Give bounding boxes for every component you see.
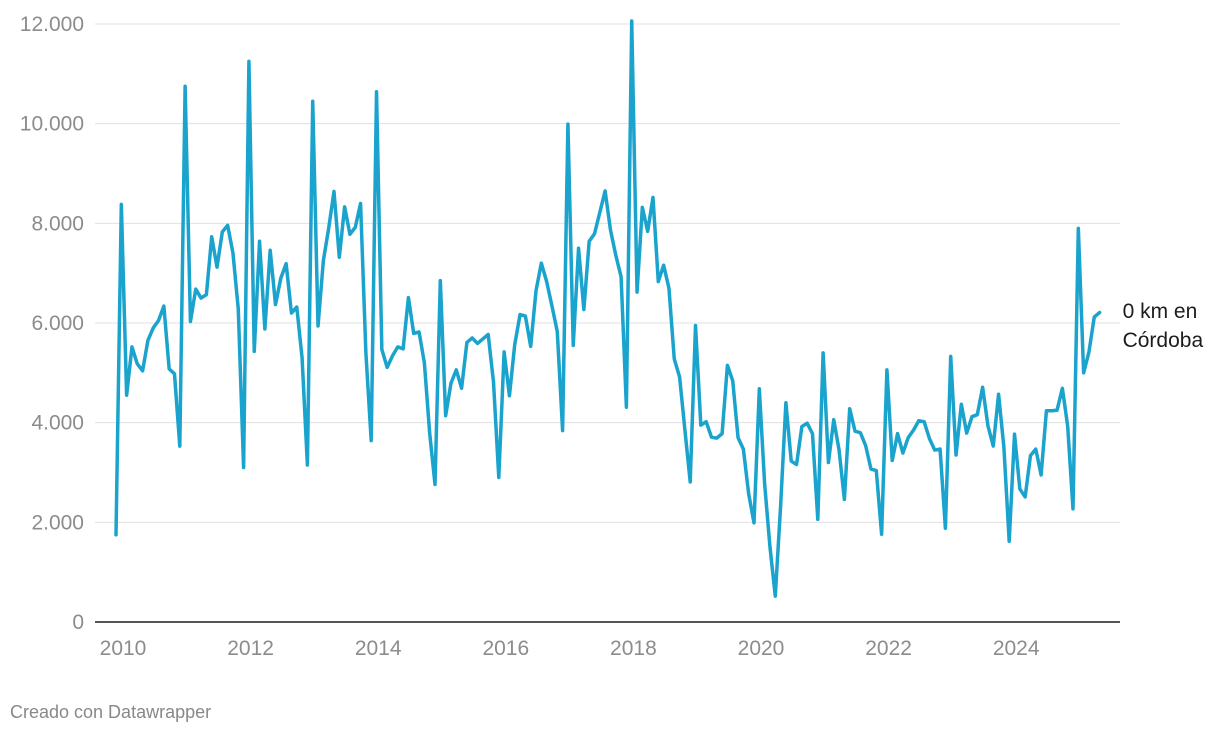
x-tick-label: 2016 xyxy=(482,637,529,660)
x-tick-label: 2020 xyxy=(738,637,785,660)
x-tick-label: 2018 xyxy=(610,637,657,660)
y-tick-label: 0 xyxy=(72,611,84,634)
x-tick-label: 2010 xyxy=(100,637,147,660)
x-tick-label: 2012 xyxy=(227,637,274,660)
x-tick-label: 2022 xyxy=(865,637,912,660)
y-tick-label: 4.000 xyxy=(31,412,84,435)
series-line xyxy=(114,19,1102,598)
y-tick-label: 6.000 xyxy=(31,312,84,335)
y-tick-label: 12.000 xyxy=(20,13,84,36)
credit-text: Creado con Datawrapper xyxy=(10,702,212,722)
x-tick-label: 2014 xyxy=(355,637,402,660)
series-label-line: Córdoba xyxy=(1123,329,1204,352)
series-label-line: 0 km en xyxy=(1123,300,1198,323)
x-tick-label: 2024 xyxy=(993,637,1040,660)
y-tick-label: 10.000 xyxy=(20,113,84,136)
y-tick-label: 2.000 xyxy=(31,511,84,534)
y-axis-ticks: 0 2.000 4.000 6.000 8.000 10.000 12.000 xyxy=(20,13,84,634)
y-tick-label: 8.000 xyxy=(31,212,84,235)
x-axis-ticks: 2010 2012 2014 2016 2018 2020 2022 2024 xyxy=(100,637,1040,660)
series-label: 0 km en Córdoba xyxy=(1123,300,1204,352)
